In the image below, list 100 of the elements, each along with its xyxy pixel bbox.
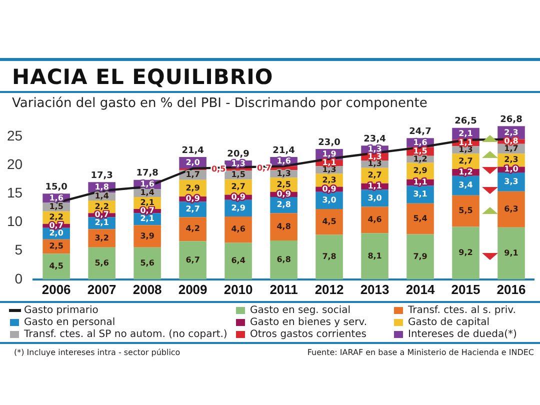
legend-label: Gasto primario xyxy=(23,305,100,316)
data-label: 1,4 xyxy=(94,192,110,201)
data-label: 1,3 xyxy=(458,144,473,154)
data-label: 2,2 xyxy=(94,202,109,211)
data-label: 2,7 xyxy=(231,182,246,192)
bar xyxy=(406,234,434,280)
data-label: 1,9 xyxy=(322,150,337,159)
legend-label: Otros gastos corrientes xyxy=(249,329,368,340)
data-label: 2,1 xyxy=(140,198,155,208)
data-label: 1,2 xyxy=(413,154,428,164)
data-label: 9,2 xyxy=(458,248,473,258)
y-tick-label: 5 xyxy=(14,242,23,258)
data-label: 2,9 xyxy=(231,203,246,212)
data-label: 1,6 xyxy=(49,193,64,202)
data-label: 5,6 xyxy=(140,258,155,268)
data-label: 3,0 xyxy=(322,196,337,205)
total-label: 26,8 xyxy=(500,114,522,125)
data-label: 1,6 xyxy=(276,156,292,166)
data-label: 2,1 xyxy=(94,218,110,228)
total-label: 17,3 xyxy=(90,171,113,182)
data-label: 1,3 xyxy=(368,159,382,168)
bar xyxy=(452,226,480,280)
data-label: 3,4 xyxy=(458,180,474,190)
data-label: 5,4 xyxy=(413,214,428,223)
data-label: 1,7 xyxy=(504,144,518,153)
data-label: 1,3 xyxy=(322,164,336,174)
x-tick-label: 2011 xyxy=(270,282,298,297)
total-label: 26,5 xyxy=(454,116,477,127)
x-tick-label: 2012 xyxy=(314,282,344,297)
data-label: 4,5 xyxy=(322,217,337,226)
data-label: 0,8 xyxy=(504,136,519,146)
data-label: 2,7 xyxy=(186,204,200,214)
data-label: 0,9 xyxy=(322,184,337,194)
legend-label: Gasto en bienes y serv. xyxy=(249,317,368,328)
y-tick-label: 0 xyxy=(14,270,23,286)
x-tick-label: 2013 xyxy=(360,282,390,297)
total-label: 23,0 xyxy=(318,138,340,148)
bar xyxy=(498,227,525,280)
data-label: 1,8 xyxy=(94,182,110,192)
data-label: 1,3 xyxy=(276,168,291,178)
data-label: 1,0 xyxy=(504,164,519,174)
data-label: 2,7 xyxy=(368,170,382,180)
legend-label: Transf. ctes. al SP no autom. (no copart.) xyxy=(23,329,228,340)
data-label: 3,0 xyxy=(368,193,382,202)
y-tick-label: 10 xyxy=(6,213,23,230)
data-label: 0,9 xyxy=(186,194,200,204)
data-label: 1,1 xyxy=(413,178,428,187)
data-label: 3,9 xyxy=(140,231,155,240)
data-label: 1,3 xyxy=(368,152,382,161)
data-label: 0,9 xyxy=(231,192,246,202)
data-label: 6,4 xyxy=(231,256,246,266)
data-label: 2,3 xyxy=(504,128,518,137)
data-label: 0,7 xyxy=(140,206,154,216)
data-label: 3,1 xyxy=(413,190,428,199)
data-label: 2,5 xyxy=(276,180,292,189)
data-label: 9,1 xyxy=(504,248,519,258)
x-tick-label: 2009 xyxy=(178,282,208,297)
data-label: 8,1 xyxy=(368,251,382,260)
legend-label: Transf. ctes. al s. priv. xyxy=(407,305,517,316)
data-label: 0,7 xyxy=(94,210,109,220)
data-label: 1,7 xyxy=(186,170,200,180)
data-label: 2,3 xyxy=(504,155,518,164)
data-label: 5,6 xyxy=(94,258,110,268)
chart-subtitle: Variación del gasto en % del PBI - Discrimando por componente xyxy=(11,95,428,111)
data-label: 0,9 xyxy=(276,190,292,199)
y-tick-label: 25 xyxy=(6,127,23,144)
data-label: 1,1 xyxy=(368,182,382,191)
data-label: 7,9 xyxy=(413,252,428,261)
data-label: 2,2 xyxy=(49,212,64,222)
data-label: 4,5 xyxy=(49,262,64,271)
text: (*) Incluye intereses intra - sector público xyxy=(14,348,180,357)
data-label: 1,6 xyxy=(413,138,428,147)
data-label: 3,3 xyxy=(504,176,518,186)
bar xyxy=(361,233,388,280)
x-tick-label: 2008 xyxy=(132,282,162,297)
source-note: Fuente: IARAF en base a Ministerio de Hacienda e INDEC xyxy=(307,348,534,357)
data-label: 2,7 xyxy=(458,156,473,166)
data-label: 2,1 xyxy=(458,128,474,138)
total-label: 24,7 xyxy=(409,126,432,137)
data-label: 4,8 xyxy=(276,222,292,231)
total-label: 21,4 xyxy=(182,146,204,156)
data-label: 4,2 xyxy=(186,224,200,234)
data-label: 2,0 xyxy=(186,158,200,167)
total-label: 20,9 xyxy=(227,149,250,160)
x-tick-label: 2015 xyxy=(451,282,480,297)
data-label: 2,8 xyxy=(276,200,292,210)
x-tick-label: 2010 xyxy=(224,282,253,297)
data-label: 1,4 xyxy=(140,188,155,198)
data-label: 2,9 xyxy=(413,166,428,176)
y-tick-label: 15 xyxy=(6,184,23,200)
chart-title: HACIA EL EQUILIBRIO xyxy=(0,61,540,93)
data-label: 4,6 xyxy=(368,215,382,224)
data-label: 2,5 xyxy=(49,242,64,251)
x-tick-label: 2006 xyxy=(42,282,71,297)
data-label: 2,3 xyxy=(322,175,336,184)
data-label: 1,5 xyxy=(413,146,428,156)
legend-label: Gasto en seg. social xyxy=(249,305,352,316)
data-label: 7,8 xyxy=(322,252,337,262)
data-label: 4,6 xyxy=(231,224,246,234)
x-tick-label: 2014 xyxy=(406,282,436,297)
